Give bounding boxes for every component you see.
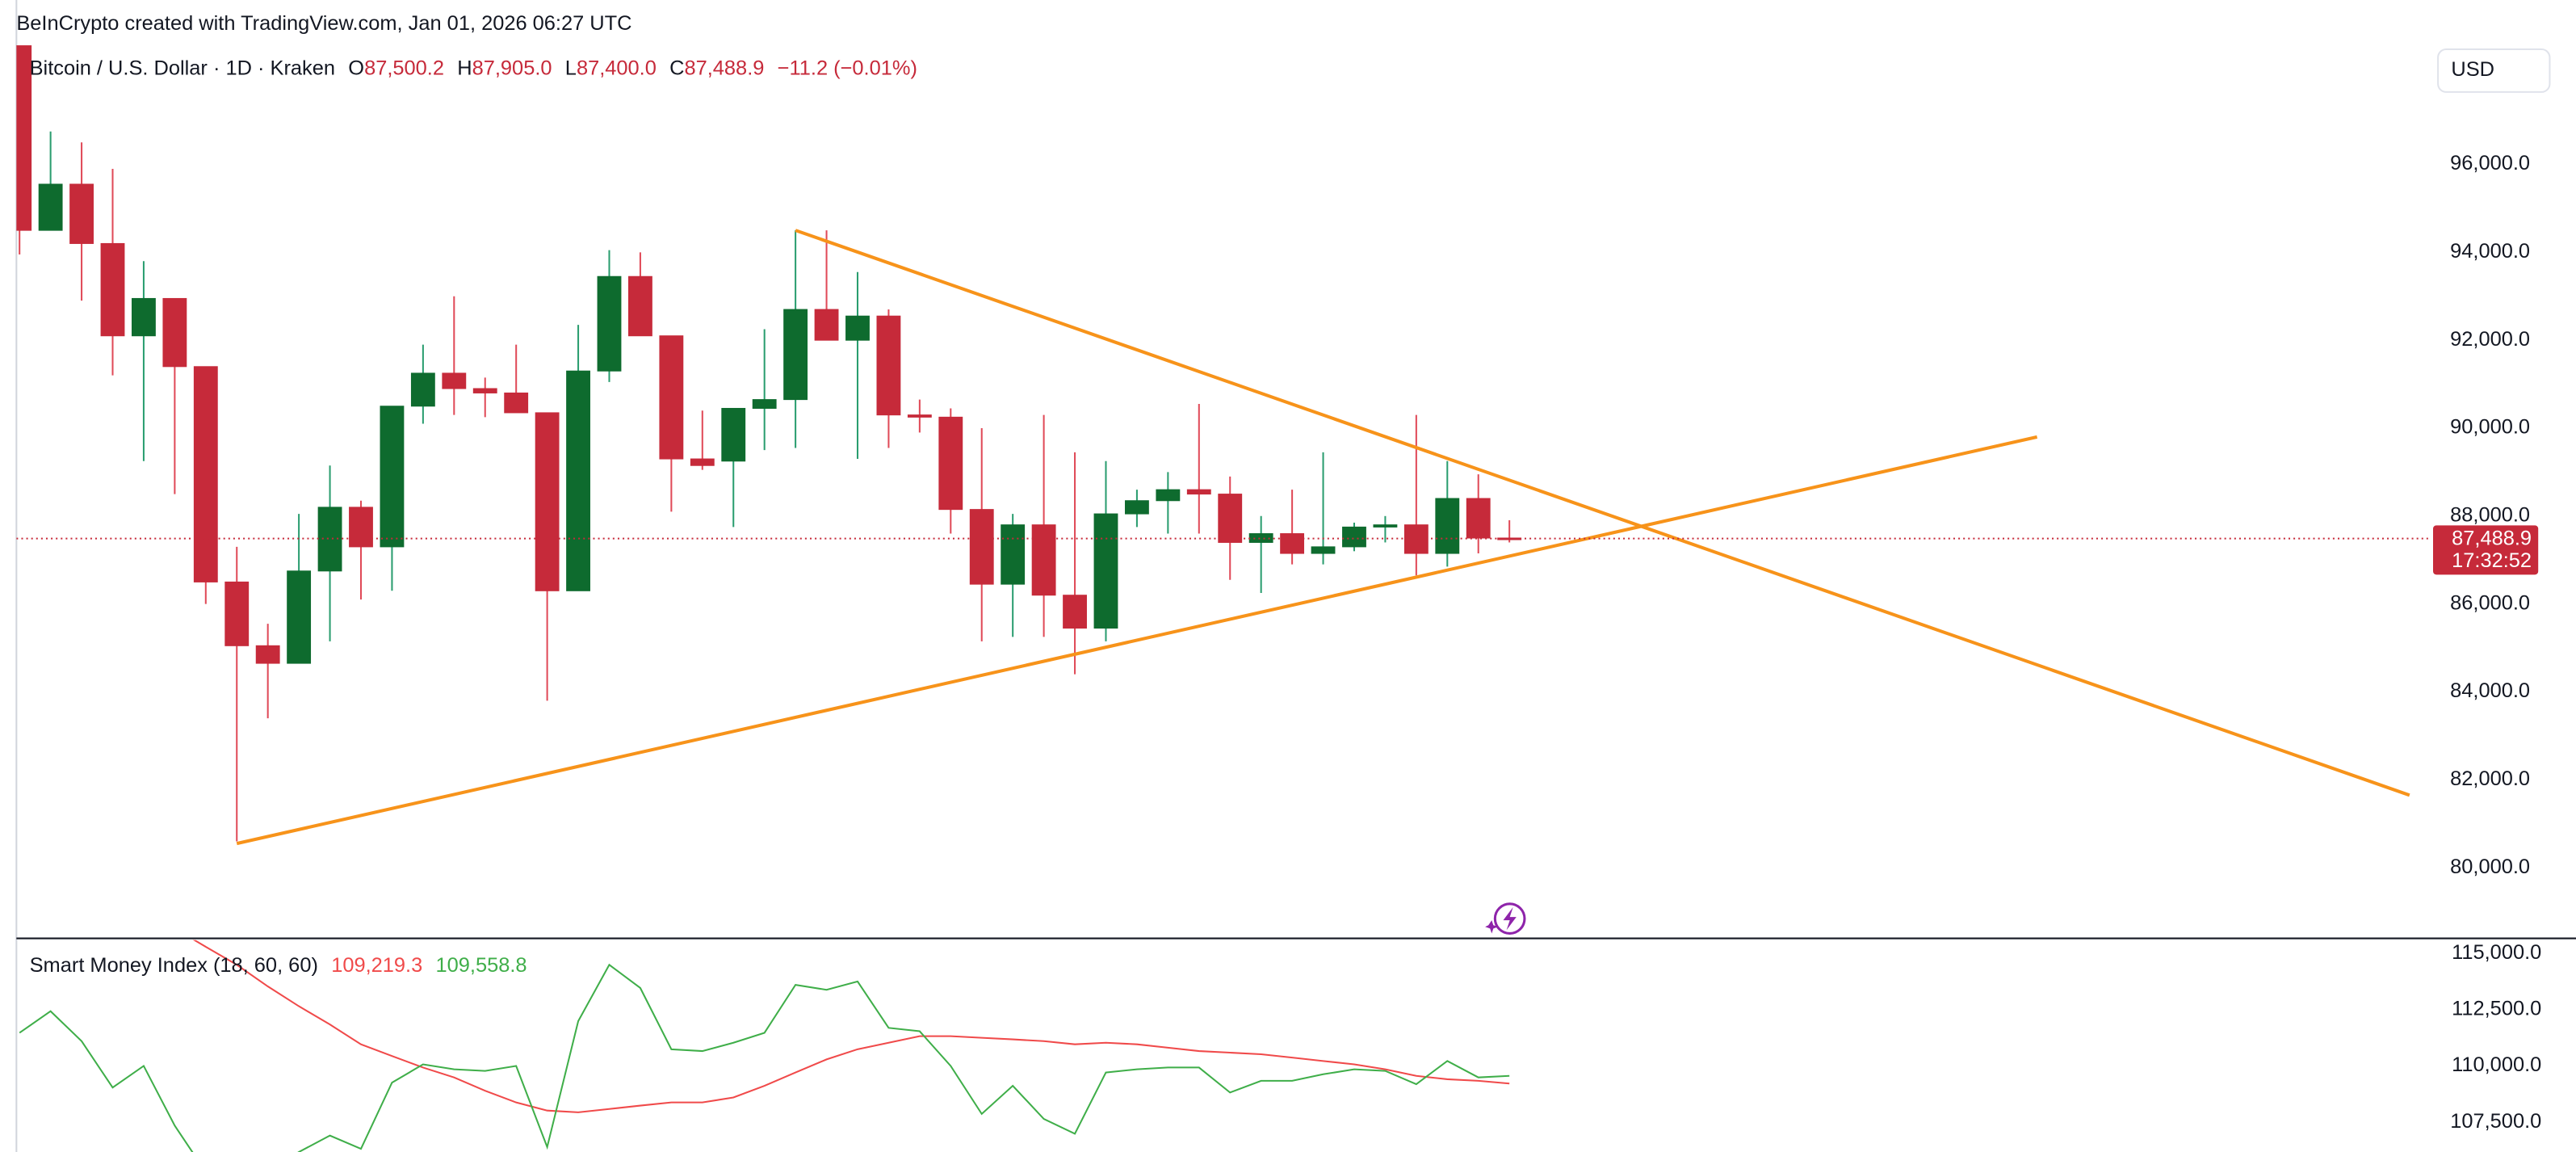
indicator-value: 109,558.8 xyxy=(436,954,527,977)
trendline xyxy=(236,435,2038,846)
currency-button[interactable] xyxy=(2437,48,2551,93)
legend: Bitcoin / U.S. Dollar · 1D · Kraken O87,5… xyxy=(30,57,917,79)
candle-body xyxy=(162,297,187,368)
candle-body xyxy=(224,581,250,646)
legend-key: C xyxy=(669,57,684,79)
indicator-line xyxy=(19,963,1510,1152)
candle-body xyxy=(845,315,870,341)
candle-body xyxy=(1186,489,1211,495)
candle-body xyxy=(752,399,777,409)
candle-body xyxy=(100,242,125,337)
y-tick-label: 82,000.0 xyxy=(2450,767,2530,790)
y-tick-label: 84,000.0 xyxy=(2450,679,2530,702)
candle-body xyxy=(16,45,32,231)
candle-body xyxy=(1218,494,1243,543)
candle-body xyxy=(1466,498,1491,539)
candle-body xyxy=(1156,489,1181,502)
candle-body xyxy=(504,392,529,414)
y-tick-label: 90,000.0 xyxy=(2450,416,2530,439)
candle-body xyxy=(1031,524,1056,596)
candle-body xyxy=(1124,500,1149,515)
legend-value: 87,400.0 xyxy=(577,57,657,79)
indicator-line xyxy=(192,940,1510,1113)
candle-body xyxy=(1435,498,1460,554)
candle-body xyxy=(1373,524,1398,528)
y-tick-label: 115,000.0 xyxy=(2452,941,2541,964)
candle-body xyxy=(410,372,435,407)
y-tick-label: 88,000.0 xyxy=(2450,504,2530,527)
last-price-tag xyxy=(2433,525,2539,575)
countdown: 17:32:52 xyxy=(2452,549,2532,572)
y-tick-label: 80,000.0 xyxy=(2450,856,2530,878)
candle-body xyxy=(193,366,218,582)
y-tick-label: 92,000.0 xyxy=(2450,328,2530,351)
candle-body xyxy=(255,645,280,664)
indicator-legend: Smart Money Index (18, 60, 60) 109,219.3 1… xyxy=(30,954,527,977)
main-plot xyxy=(16,45,2428,846)
legend-key: O xyxy=(348,57,364,79)
y-tick-label: 112,500.0 xyxy=(2452,997,2541,1020)
indicator-title: Smart Money Index (18, 60, 60) xyxy=(30,954,318,977)
candle-body xyxy=(969,509,994,585)
y-tick-label: 86,000.0 xyxy=(2450,591,2530,614)
candle-body xyxy=(1093,513,1118,629)
candle-body xyxy=(1311,546,1336,554)
candle-body xyxy=(132,297,156,337)
legend-value: 87,905.0 xyxy=(472,57,552,79)
candle-body xyxy=(659,335,684,460)
candle-body xyxy=(628,275,652,337)
currency[interactable]: USD xyxy=(2451,58,2494,81)
candle-body xyxy=(380,406,405,548)
legend-value: 87,488.9 xyxy=(684,57,764,79)
candle-body xyxy=(1063,595,1087,629)
bolt-icon xyxy=(1485,902,1526,935)
candle-body xyxy=(69,183,94,244)
legend-key: H xyxy=(457,57,472,79)
last-price-label: 87,488.9 xyxy=(2452,527,2532,549)
candle-body xyxy=(535,412,560,591)
candle-body xyxy=(287,570,312,664)
candle-body xyxy=(814,309,839,341)
candle-body xyxy=(349,507,373,548)
legend-change: −11.2 (−0.01%) xyxy=(778,57,917,79)
candle-body xyxy=(1280,533,1305,554)
candle-body xyxy=(783,309,808,401)
candle-body xyxy=(1001,524,1026,585)
indicator-plot xyxy=(19,940,1510,1152)
indicator-value: 109,219.3 xyxy=(331,954,422,977)
trendline xyxy=(795,229,2410,797)
candle-body xyxy=(1342,526,1366,548)
y-tick-label: 96,000.0 xyxy=(2450,152,2530,174)
candle-body xyxy=(907,414,932,418)
legend-key: L xyxy=(565,57,577,79)
candle-body xyxy=(597,275,622,372)
y-tick-label: 110,000.0 xyxy=(2452,1053,2541,1076)
candle-body xyxy=(690,458,715,466)
y-tick-label: 94,000.0 xyxy=(2450,240,2530,263)
candle-body xyxy=(876,315,901,416)
candle-body xyxy=(38,183,63,231)
candle-body xyxy=(566,370,590,591)
legend-value: 87,500.2 xyxy=(364,57,444,79)
candle-body xyxy=(472,388,497,393)
candle-body xyxy=(938,416,963,511)
attribution: BeInCrypto created with TradingView.com,… xyxy=(16,12,631,35)
legend-title: Bitcoin / U.S. Dollar · 1D · Kraken xyxy=(30,57,335,79)
candle-body xyxy=(721,407,746,462)
candle-body xyxy=(442,372,467,389)
y-tick-label: 107,500.0 xyxy=(2450,1110,2541,1133)
